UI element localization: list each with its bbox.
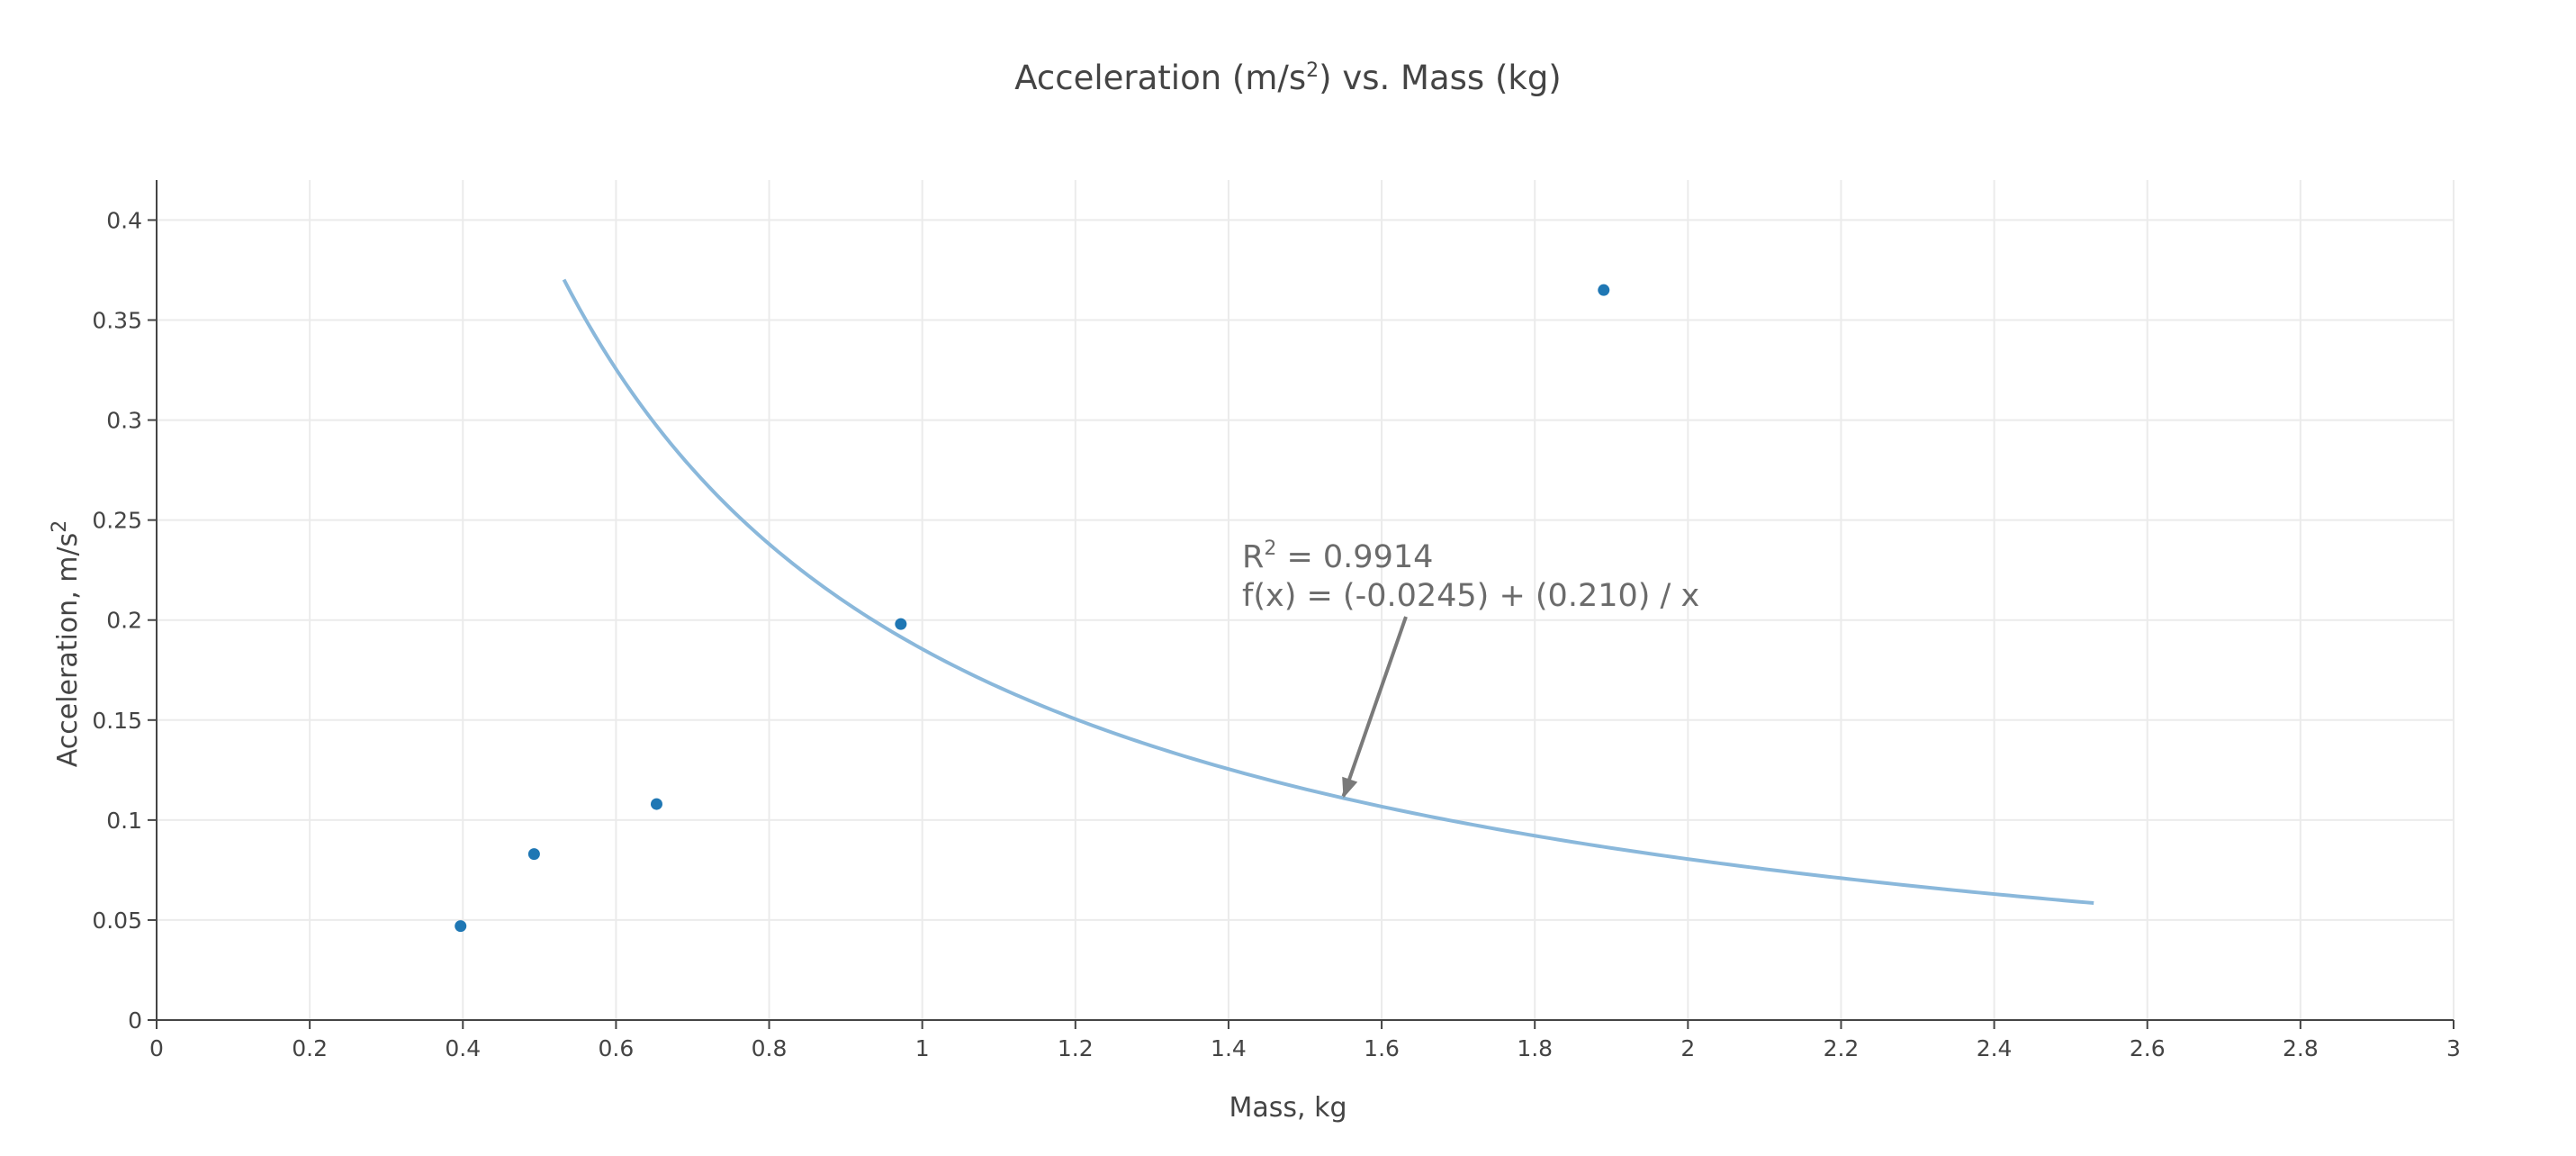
y-tick-label: 0.25 [92,508,142,534]
data-point [1598,284,1610,296]
x-axis-title: Mass, kg [1229,1092,1347,1124]
x-tick-label: 0.8 [752,1035,788,1061]
chart-title: Acceleration (m/s2) vs. Mass (kg) [1014,59,1562,97]
x-tick-label: 1.8 [1517,1035,1553,1061]
x-tick-label: 3 [2446,1035,2461,1061]
x-tick-label: 0.6 [599,1035,635,1061]
x-tick-label: 0.2 [292,1035,328,1061]
y-tick-label: 0.3 [106,408,142,434]
x-tick-label: 0.4 [445,1035,481,1061]
y-tick-label: 0.15 [92,708,142,734]
y-axis-title: Acceleration, m/s2 [49,520,84,767]
x-tick-label: 1 [915,1035,930,1061]
data-point [455,920,467,933]
tick-labels: 0 0.2 0.4 0.6 0.8 1 1.2 1.4 1.6 1.8 2 2.2 2.4 2.6 2.8 3… [92,207,2461,1061]
fit-curve [562,278,2094,906]
annotation-arrow-line [1341,616,1408,798]
x-tick-label: 2 [1680,1035,1695,1061]
annotation-arrowhead [1342,776,1358,799]
x-tick-label: 1.4 [1211,1035,1247,1061]
data-point [527,848,540,861]
y-tick-label: 0.4 [106,207,142,233]
x-tick-label: 2.6 [2130,1035,2166,1061]
x-tick-label: 0 [149,1035,164,1061]
annotation-r2: R2 = 0.9914 [1242,537,1433,575]
x-tick-label: 2.8 [2283,1035,2319,1061]
data-point [650,798,662,810]
y-tick-label: 0 [128,1007,142,1034]
x-tick-label: 1.6 [1364,1035,1400,1061]
annotation-equation: f(x) = (-0.0245) + (0.210) / x [1242,578,1699,614]
axis-layer [148,180,2454,1029]
x-tick-label: 1.2 [1058,1035,1094,1061]
y-tick-label: 0.2 [106,608,142,634]
series-layer [455,278,2094,933]
y-tick-label: 0.1 [106,808,142,834]
y-tick-label: 0.05 [92,908,142,934]
x-tick-label: 2.4 [1977,1035,2013,1061]
grid-layer [157,180,2454,1020]
x-tick-label: 2.2 [1824,1035,1860,1061]
y-tick-label: 0.35 [92,308,142,334]
data-point [895,618,907,630]
